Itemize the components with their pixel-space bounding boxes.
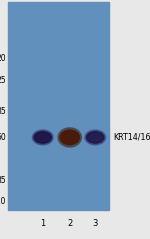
Ellipse shape bbox=[60, 130, 80, 145]
Ellipse shape bbox=[85, 130, 106, 145]
Text: 85: 85 bbox=[0, 176, 6, 185]
Text: 20: 20 bbox=[0, 54, 6, 63]
Text: 35: 35 bbox=[0, 107, 6, 116]
Text: 2: 2 bbox=[67, 219, 72, 228]
Text: 120: 120 bbox=[0, 197, 6, 206]
Text: KRT14/16: KRT14/16 bbox=[113, 133, 150, 142]
Text: 50: 50 bbox=[0, 133, 6, 142]
Ellipse shape bbox=[32, 130, 53, 145]
Ellipse shape bbox=[87, 132, 104, 143]
Ellipse shape bbox=[34, 132, 51, 143]
Ellipse shape bbox=[58, 128, 81, 147]
Bar bbox=[8, 2, 109, 210]
Text: 25: 25 bbox=[0, 76, 6, 85]
Text: 3: 3 bbox=[93, 219, 98, 228]
Text: 1: 1 bbox=[40, 219, 45, 228]
